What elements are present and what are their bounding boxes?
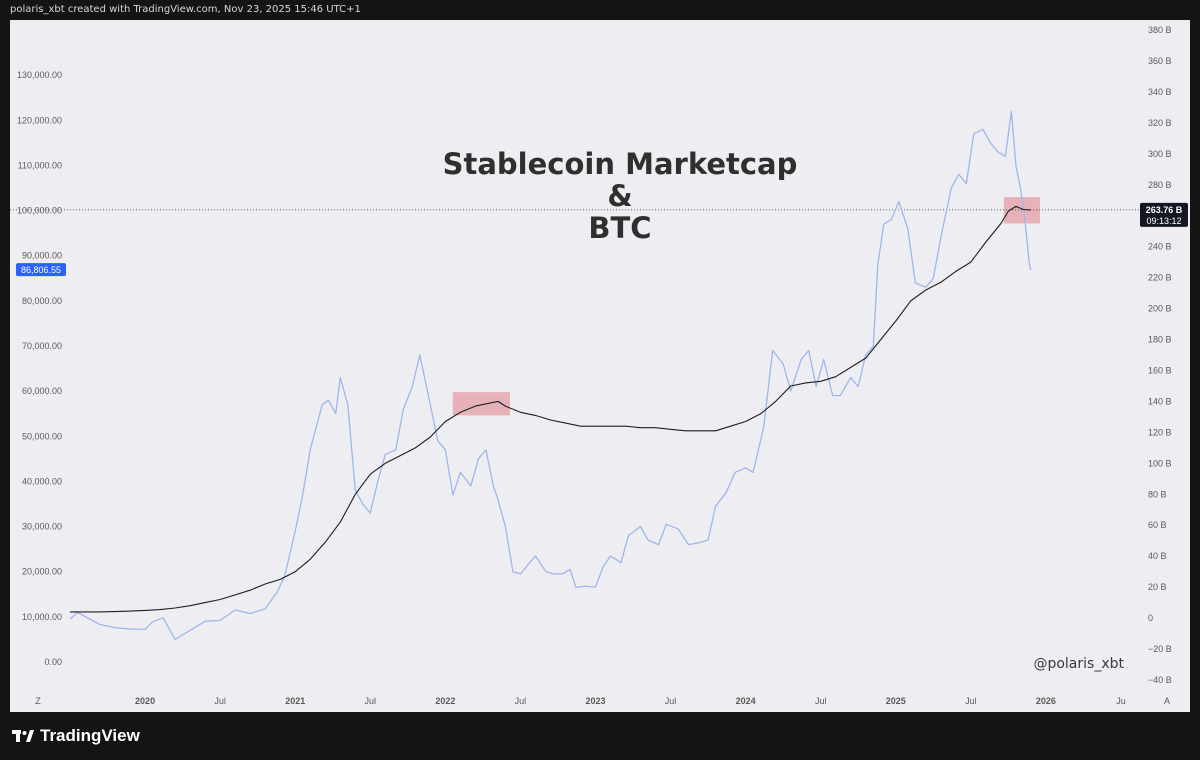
chart-title-line: Stablecoin Marketcap [443,147,798,181]
header-caption: polaris_xbt created with TradingView.com… [0,0,1200,20]
right-price-axis[interactable]: −40 B −20 B 0 20 B 40 B 60 B 80 B 100 B 120 B 140… [1140,25,1188,685]
left-axis-tick-label: 130,000.00 [17,70,62,80]
left-axis-tick-label: 50,000.00 [22,431,62,441]
left-axis-tick-label: 100,000.00 [17,206,62,216]
left-price-axis[interactable]: 0.00 10,000.00 20,000.00 30,000.00 40,000.00… [16,70,66,667]
time-axis-tick-label: Ju [1116,696,1126,706]
time-axis-tick-label: Jul [965,696,977,706]
left-axis-tick-label: 70,000.00 [22,341,62,351]
time-axis-tick-label: Jul [815,696,827,706]
time-axis[interactable]: 2020 Jul 2021 Jul 2022 Jul 2023 Jul 2024 Jul 2025 J… [135,696,1126,706]
right-axis-tick-label: 0 [1148,613,1153,623]
left-axis-tick-label: 60,000.00 [22,386,62,396]
right-axis-tick-label: 120 B [1148,427,1172,437]
right-axis-tick-label: 200 B [1148,304,1172,314]
right-axis-tick-label: 20 B [1148,582,1167,592]
tradingview-logo-text: TradingView [40,726,140,745]
left-axis-tick-label: 90,000.00 [22,251,62,261]
right-axis-countdown-label: 09:13:12 [1146,216,1181,226]
right-axis-tick-label: 80 B [1148,489,1167,499]
right-axis-tick-label: 300 B [1148,149,1172,159]
chart-title-line: BTC [588,211,651,245]
left-axis-tick-label: 120,000.00 [17,115,62,125]
stablecoin-marketcap-line[interactable] [70,205,1031,613]
time-axis-tick-label: 2023 [585,696,605,706]
right-axis-tick-label: 60 B [1148,520,1167,530]
tradingview-logo-icon [12,730,34,742]
left-axis-tick-label: 80,000.00 [22,296,62,306]
series-layer [69,110,1032,641]
footer-bar: TradingView [0,712,1200,760]
time-axis-tick-label: 2024 [736,696,756,706]
corner-label-left[interactable]: Z [35,696,41,706]
time-axis-tick-label: Jul [214,696,226,706]
right-axis-tick-label: 280 B [1148,180,1172,190]
right-axis-tick-label: −20 B [1148,644,1172,654]
chart-title-line: & [607,179,632,213]
right-axis-tick-label: 340 B [1148,87,1172,97]
left-axis-current-value-badge[interactable] [16,263,66,277]
left-axis-current-value-label: 86,806.55 [21,265,61,275]
chart-svg[interactable]: 0.00 10,000.00 20,000.00 30,000.00 40,000.00… [10,20,1190,712]
right-axis-current-value-badge[interactable] [1140,202,1188,227]
chart-panel[interactable]: 0.00 10,000.00 20,000.00 30,000.00 40,000.00… [10,20,1190,712]
time-axis-tick-label: Jul [515,696,527,706]
annotation-layer [452,197,1040,416]
time-axis-tick-label: 2026 [1036,696,1056,706]
tradingview-logo[interactable]: TradingView [12,726,140,746]
right-axis-tick-label: 380 B [1148,25,1172,35]
time-axis-tick-label: Jul [365,696,377,706]
right-axis-tick-label: 100 B [1148,458,1172,468]
left-axis-tick-label: 10,000.00 [22,612,62,622]
left-axis-tick-label: 30,000.00 [22,522,62,532]
time-axis-tick-label: 2025 [886,696,906,706]
right-axis-tick-label: −40 B [1148,675,1172,685]
right-axis-tick-label: 220 B [1148,273,1172,283]
watermark-text: @polaris_xbt [1033,656,1124,672]
left-axis-tick-label: 20,000.00 [22,567,62,577]
right-axis-current-value-label: 263.76 B [1146,205,1183,215]
left-axis-tick-label: 40,000.00 [22,476,62,486]
right-axis-tick-label: 40 B [1148,551,1167,561]
right-axis-tick-label: 240 B [1148,242,1172,252]
time-axis-tick-label: Jul [665,696,677,706]
time-axis-tick-label: 2020 [135,696,155,706]
left-axis-tick-label: 110,000.00 [18,160,62,170]
right-axis-tick-label: 320 B [1148,118,1172,128]
btc-price-line[interactable] [69,110,1032,641]
right-axis-tick-label: 140 B [1148,396,1172,406]
right-axis-tick-label: 160 B [1148,365,1172,375]
chart-title: Stablecoin Marketcap&BTC [443,147,798,245]
right-axis-tick-label: 360 B [1148,56,1172,66]
time-axis-tick-label: 2022 [435,696,455,706]
time-axis-tick-label: 2021 [285,696,305,706]
right-axis-tick-label: 180 B [1148,335,1172,345]
corner-label-right[interactable]: A [1164,696,1170,706]
left-axis-tick-label: 0.00 [44,657,62,667]
